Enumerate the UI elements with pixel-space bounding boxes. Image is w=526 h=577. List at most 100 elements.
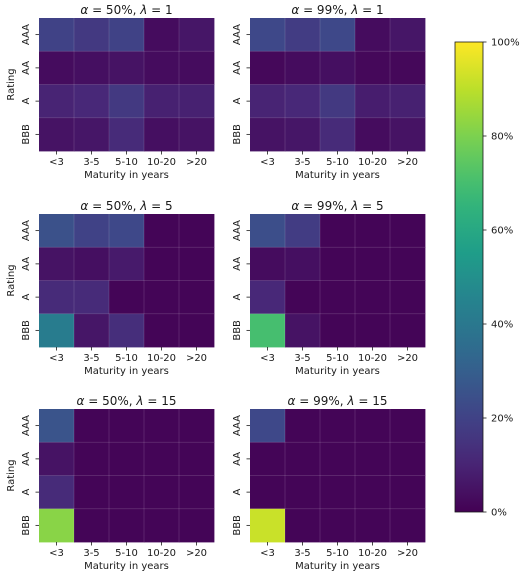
heatmap-cell <box>285 18 321 52</box>
heatmap-cell <box>74 214 110 248</box>
heatmap-cell <box>74 18 110 52</box>
y-tick-label: A <box>21 489 32 496</box>
heatmap-cell <box>74 475 110 510</box>
heatmap-cell <box>285 313 321 348</box>
colorbar-tick-label: 100% <box>491 38 520 49</box>
heatmap-cell <box>355 18 391 52</box>
heatmap-panels: α = 50%, λ = 1 <3 3-5 5-10 10-20 >20 Maturity … <box>6 3 426 572</box>
heatmap-cell <box>179 247 215 281</box>
heatmap-cell <box>320 51 356 85</box>
heatmap-cell <box>250 280 286 315</box>
y-tick-label: A <box>21 294 32 301</box>
y-tick-label: BBB <box>21 124 32 145</box>
x-tick-label: <3 <box>260 548 275 559</box>
heatmap-cell <box>390 409 426 443</box>
heatmap-cell <box>355 117 391 152</box>
y-tick-label: A <box>21 98 32 105</box>
heatmap-cell <box>179 508 215 543</box>
heatmap-panel: α = 50%, λ = 1 <3 3-5 5-10 10-20 >20 Maturity … <box>6 3 215 181</box>
heatmap-cell <box>250 117 286 152</box>
heatmap-cell <box>39 313 75 348</box>
y-tick-label: BBB <box>21 320 32 341</box>
heatmap-panel: α = 99%, λ = 5 <3 3-5 5-10 10-20 >20 Maturity … <box>232 199 426 377</box>
heatmap-cell <box>179 280 215 315</box>
heatmap-cell <box>74 409 110 443</box>
heatmap-cell <box>39 51 75 85</box>
heatmap-cell <box>390 280 426 315</box>
y-tick-label: A <box>232 98 243 105</box>
heatmap-cell <box>285 475 321 510</box>
heatmap-cell <box>355 280 391 315</box>
x-axis-label: Maturity in years <box>295 170 380 181</box>
heatmap-cell <box>285 280 321 315</box>
heatmap-cell <box>144 214 180 248</box>
heatmap-cell <box>179 214 215 248</box>
heatmap-cell <box>39 84 75 119</box>
x-tick-label: <3 <box>49 353 64 364</box>
heatmap-cell <box>144 508 180 543</box>
heatmap-cell <box>109 280 145 315</box>
heatmap-cell <box>355 508 391 543</box>
heatmap-cell <box>179 51 215 85</box>
heatmap-cell <box>320 508 356 543</box>
heatmap-cell <box>144 51 180 85</box>
x-axis-label: Maturity in years <box>84 170 169 181</box>
heatmap-cell <box>109 18 145 52</box>
heatmap-cell <box>109 247 145 281</box>
x-axis-label: Maturity in years <box>84 561 169 572</box>
y-tick-label: AAA <box>21 415 32 436</box>
x-tick-label: 10-20 <box>147 548 176 559</box>
heatmap-cell <box>250 313 286 348</box>
panel-title: α = 50%, λ = 1 <box>80 3 172 17</box>
x-tick-label: <3 <box>260 157 275 168</box>
y-tick-label: AA <box>21 257 32 271</box>
heatmap-panel: α = 50%, λ = 5 <3 3-5 5-10 10-20 >20 Maturity … <box>6 199 215 377</box>
heatmap-cell <box>320 475 356 510</box>
panel-title: α = 99%, λ = 15 <box>288 394 388 408</box>
x-tick-label: 3-5 <box>83 548 99 559</box>
heatmap-cell <box>179 475 215 510</box>
heatmap-cell <box>320 280 356 315</box>
heatmap-cell <box>355 214 391 248</box>
heatmap-cell <box>250 214 286 248</box>
heatmap-cell <box>109 51 145 85</box>
heatmap-cell <box>144 84 180 119</box>
x-tick-label: 5-10 <box>115 548 138 559</box>
heatmap-cell <box>320 18 356 52</box>
heatmap-cell <box>285 442 321 476</box>
heatmap-cell <box>144 313 180 348</box>
heatmap-cell <box>355 84 391 119</box>
panel-title: α = 50%, λ = 5 <box>80 199 172 213</box>
x-tick-label: >20 <box>186 157 207 168</box>
heatmap-cell <box>179 409 215 443</box>
heatmap-cell <box>39 409 75 443</box>
x-tick-label: 3-5 <box>294 353 310 364</box>
y-tick-label: BBB <box>232 124 243 145</box>
heatmap-cell <box>355 442 391 476</box>
heatmap-cell <box>74 280 110 315</box>
heatmap-cell <box>179 313 215 348</box>
heatmap-cell <box>320 117 356 152</box>
heatmap-cell <box>390 508 426 543</box>
heatmap-cell <box>74 84 110 119</box>
heatmap-cell <box>390 214 426 248</box>
heatmap-cell <box>390 313 426 348</box>
y-tick-label: AAA <box>232 415 243 436</box>
x-tick-label: >20 <box>397 353 418 364</box>
heatmap-cell <box>320 442 356 476</box>
panel-title: α = 99%, λ = 1 <box>291 3 383 17</box>
y-tick-label: AA <box>232 61 243 75</box>
heatmap-cell <box>144 18 180 52</box>
heatmap-cell <box>250 442 286 476</box>
x-tick-label: 5-10 <box>326 353 349 364</box>
y-axis-label: Rating <box>6 68 17 100</box>
x-axis-label: Maturity in years <box>84 366 169 377</box>
heatmap-cell <box>355 247 391 281</box>
heatmap-cell <box>285 247 321 281</box>
heatmap-cell <box>144 442 180 476</box>
heatmap-cell <box>144 247 180 281</box>
heatmap-cell <box>39 18 75 52</box>
heatmap-cell <box>390 247 426 281</box>
heatmap-cell <box>285 117 321 152</box>
